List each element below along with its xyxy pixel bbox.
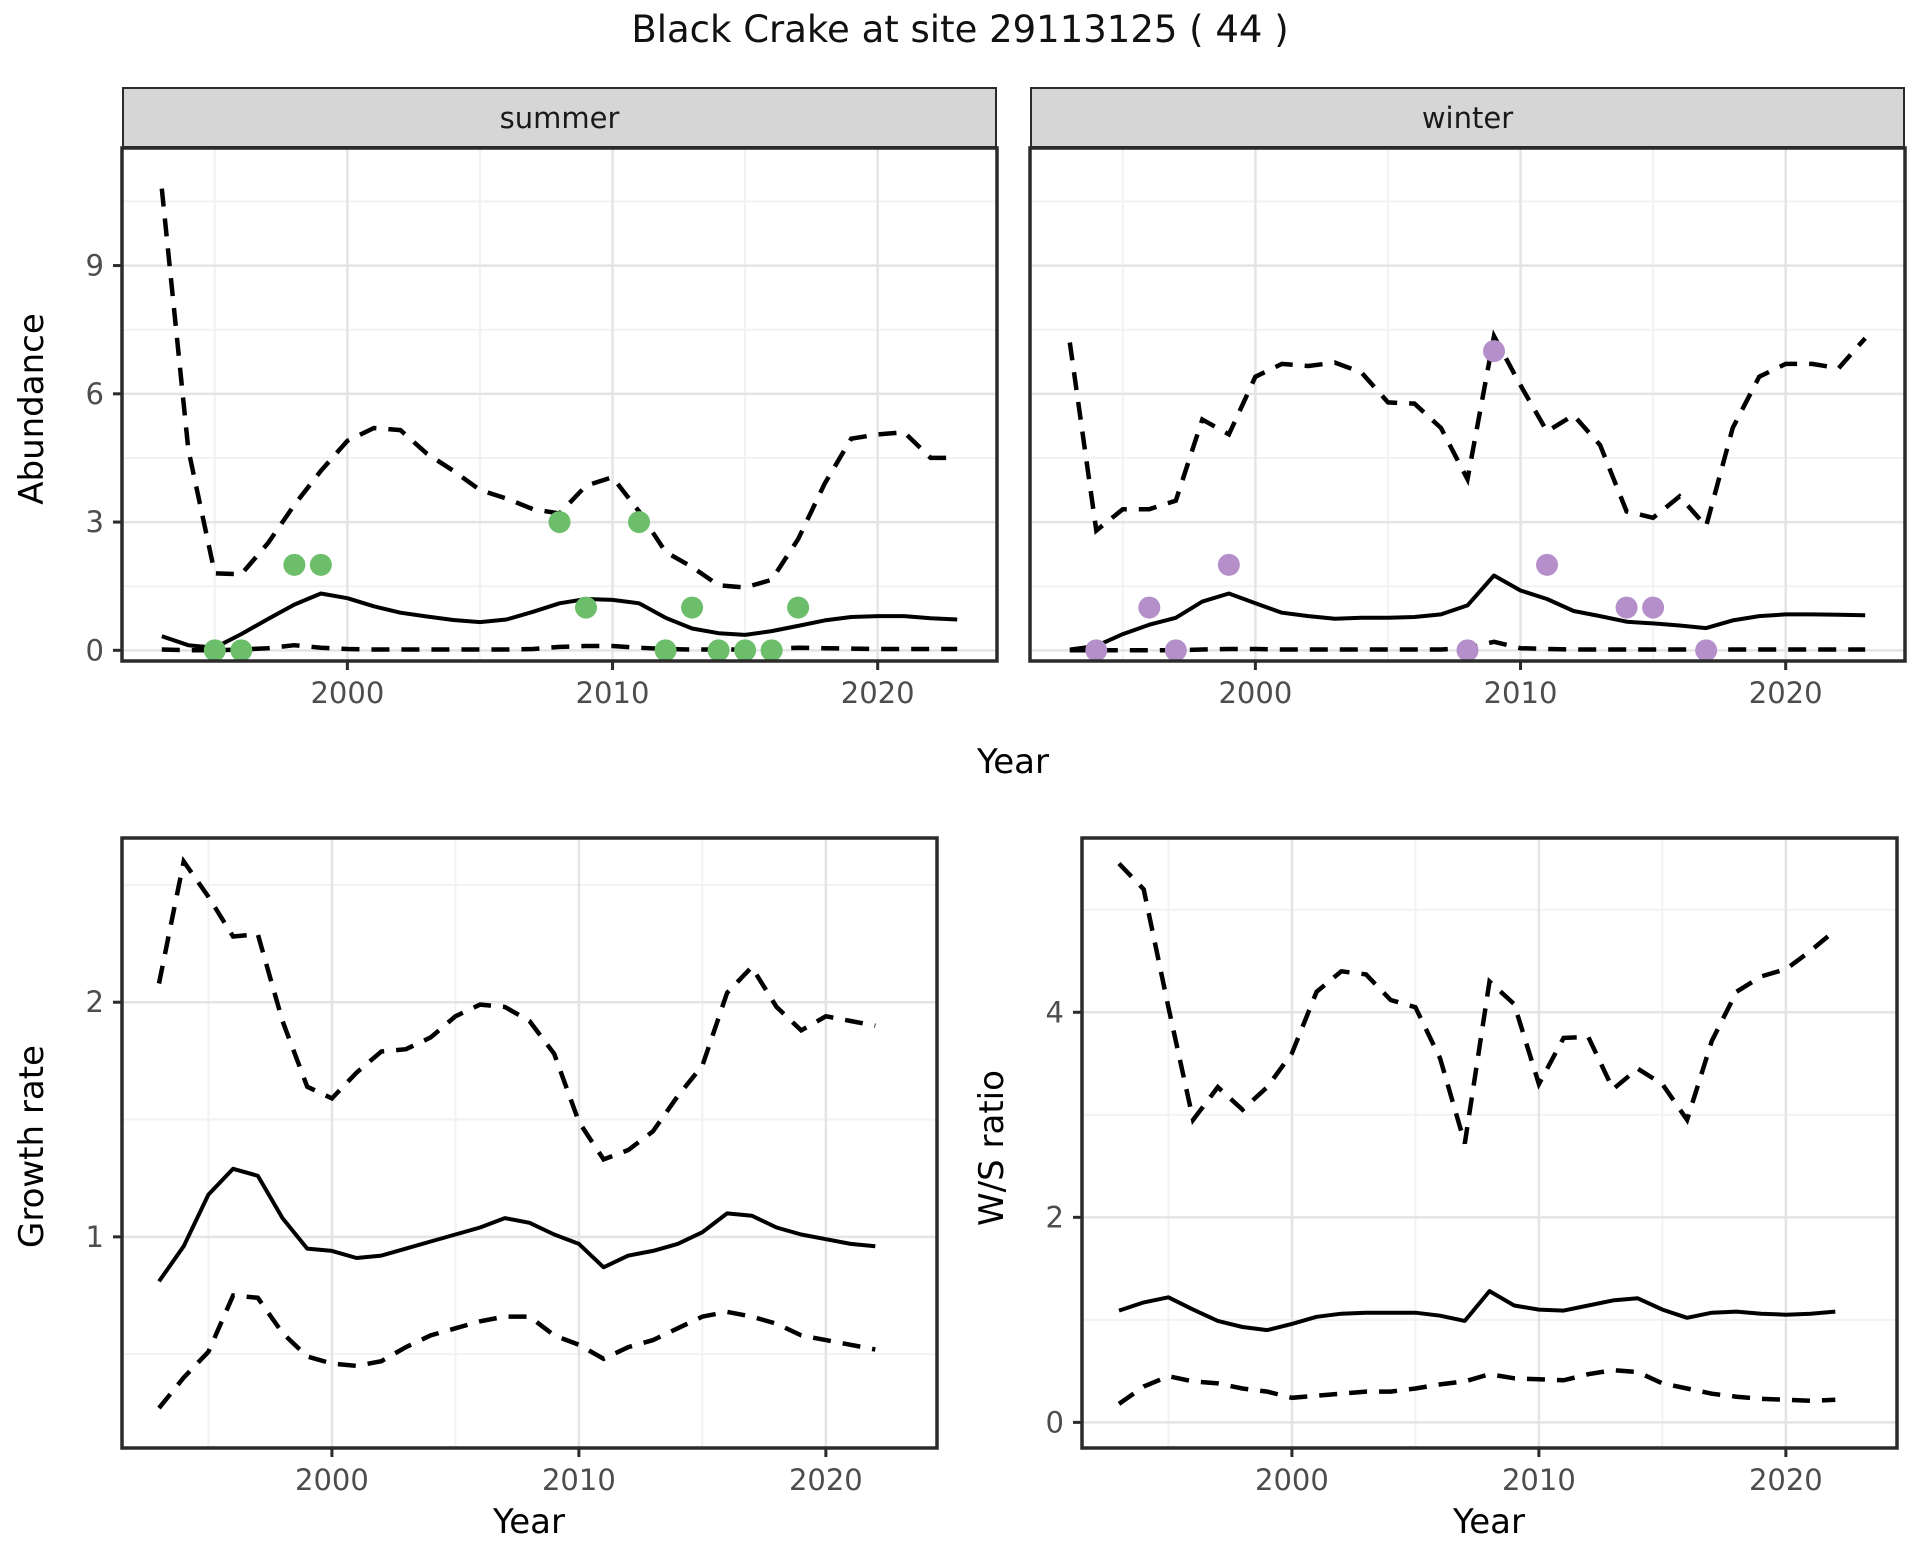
svg-text:0: 0 [86, 633, 104, 667]
svg-text:2020: 2020 [841, 676, 915, 710]
facet-strip-winter-label: winter [1421, 100, 1514, 135]
svg-text:2: 2 [1046, 1200, 1064, 1234]
svg-text:2000: 2000 [295, 1463, 369, 1497]
svg-text:4: 4 [1046, 995, 1064, 1029]
ws-x-axis-title: Year [1453, 1502, 1525, 1542]
svg-text:2020: 2020 [789, 1463, 863, 1497]
svg-text:2000: 2000 [1218, 676, 1292, 710]
abundance-summer-plot: 2000 2010 2020 0 3 6 9 [86, 146, 999, 710]
facet-strip-summer-label: summer [499, 100, 620, 135]
ws-ratio-plot: 2000 2010 2020 0 2 4 [1046, 836, 1899, 1497]
svg-text:6: 6 [86, 377, 104, 411]
svg-text:2010: 2010 [1502, 1463, 1576, 1497]
svg-text:2000: 2000 [1255, 1463, 1329, 1497]
facet-strip-summer: summer [122, 87, 997, 148]
svg-text:2010: 2010 [576, 676, 650, 710]
abundance-winter-plot: 2000 2010 2020 [1028, 146, 1907, 710]
svg-text:2: 2 [86, 985, 104, 1019]
svg-text:2000: 2000 [310, 676, 384, 710]
figure-title: Black Crake at site 29113125 ( 44 ) [631, 8, 1289, 51]
svg-text:2010: 2010 [1484, 676, 1558, 710]
svg-text:2020: 2020 [1749, 1463, 1823, 1497]
growth-x-axis-title: Year [493, 1502, 565, 1542]
growth-y-axis-title: Growth rate [12, 1045, 52, 1248]
svg-text:1: 1 [86, 1220, 104, 1254]
abundance-x-axis-title: Year [977, 742, 1049, 782]
svg-text:0: 0 [1046, 1405, 1064, 1439]
svg-text:3: 3 [86, 505, 104, 539]
facet-strip-winter: winter [1030, 87, 1905, 148]
abundance-y-axis-title: Abundance [12, 313, 52, 505]
growth-rate-plot: 2000 2010 2020 1 2 [86, 836, 939, 1497]
svg-text:9: 9 [86, 249, 104, 283]
svg-text:2010: 2010 [542, 1463, 616, 1497]
ws-y-axis-title: W/S ratio [972, 1070, 1012, 1226]
svg-text:2020: 2020 [1749, 676, 1823, 710]
